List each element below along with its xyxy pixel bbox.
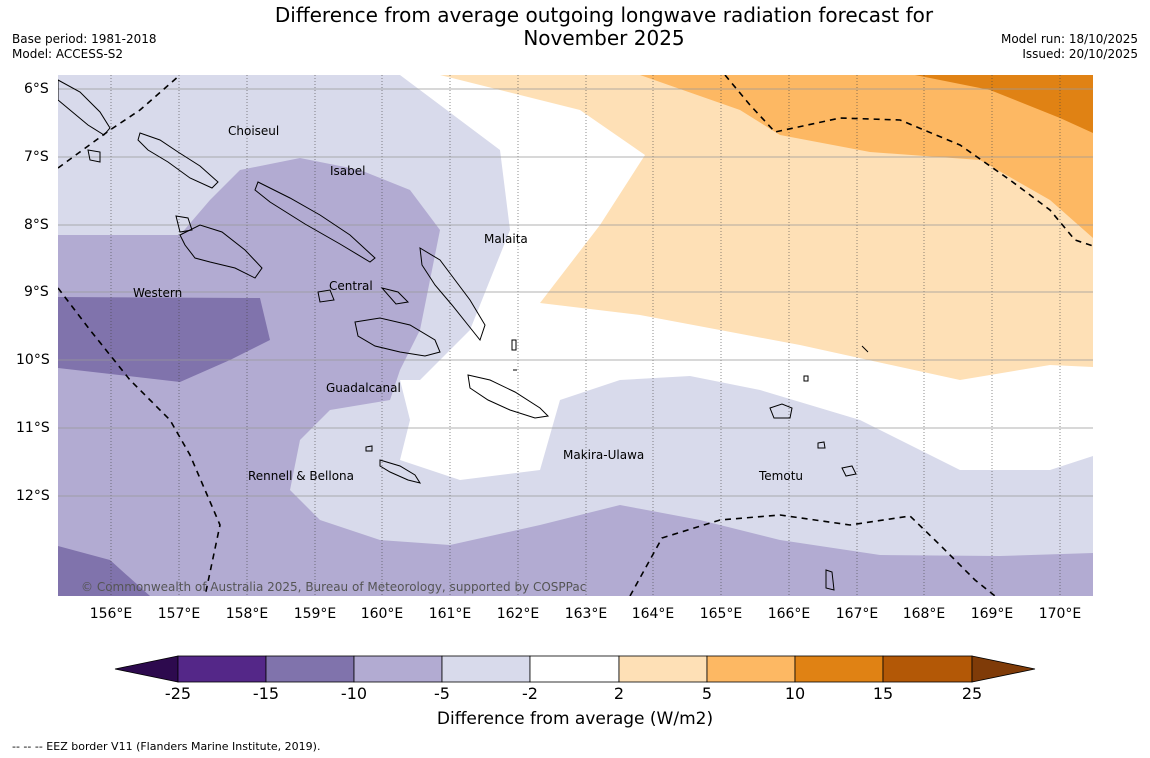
island-ontong [861, 345, 869, 353]
colorbar-swatch-6 [618, 655, 708, 683]
colorbar-tick-label: 25 [961, 684, 983, 703]
lat-label: 7°S [24, 149, 49, 165]
shade-light-purple [58, 158, 1093, 596]
island-tikopia [825, 569, 835, 591]
lon-label: 162°E [496, 606, 540, 622]
colorbar-tick-label: 2 [613, 684, 625, 703]
lon-label: 165°E [699, 606, 743, 622]
lon-label: 168°E [902, 606, 946, 622]
shade-orange [640, 75, 1093, 238]
island-central [317, 289, 335, 303]
place-label-choiseul: Choiseul [228, 124, 280, 138]
island-santa-cruz [769, 403, 793, 419]
chart-title: Difference from average outgoing longwav… [0, 4, 1150, 50]
lon-label: 158°E [225, 606, 269, 622]
place-label-rennell-bellona: Rennell & Bellona [248, 469, 355, 483]
island-russell [380, 287, 410, 305]
lon-label: 161°E [428, 606, 472, 622]
meta-right: Model run: 18/10/2025 Issued: 20/10/2025 [1001, 32, 1138, 62]
meta-left: Base period: 1981-2018 Model: ACCESS-S2 [12, 32, 157, 62]
colorbar-tick-label: 15 [872, 684, 894, 703]
island-shortland [87, 149, 101, 163]
lon-label: 170°E [1038, 606, 1082, 622]
lat-label: 9°S [24, 284, 49, 300]
island-choiseul [137, 132, 219, 189]
colorbar-tick-label: -2 [522, 684, 538, 703]
colorbar-tick-label: -5 [434, 684, 450, 703]
island-malaita [419, 247, 486, 342]
island-sikaiana [511, 339, 517, 351]
island-bellona [365, 445, 373, 452]
colorbar-tick-label: -25 [164, 684, 192, 703]
lat-label: 10°S [16, 352, 50, 368]
colorbar-swatch-10 [971, 655, 1036, 683]
place-label-western: Western [133, 286, 183, 300]
colorbar-swatch-5 [529, 655, 620, 683]
lon-label: 157°E [157, 606, 201, 622]
colorbar [114, 655, 1036, 683]
colorbar-tick-label: -15 [252, 684, 280, 703]
island-rennell [379, 459, 422, 484]
shade-dark-orange [915, 75, 1093, 133]
title-line-2: November 2025 [523, 26, 685, 50]
colorbar-swatch-3 [353, 655, 443, 683]
lon-label: 169°E [970, 606, 1014, 622]
place-label-makira-ulawa: Makira-Ulawa [563, 448, 645, 462]
place-label-guadalcanal: Guadalcanal [326, 381, 401, 395]
colorbar-tick-label: 5 [701, 684, 713, 703]
lat-label: 11°S [16, 420, 50, 436]
lon-label: 166°E [767, 606, 811, 622]
colorbar-swatch-2 [265, 655, 355, 683]
island-new-georgia [179, 224, 263, 279]
colorbar-swatch-0 [114, 655, 179, 683]
island-utupua [817, 441, 826, 449]
island-vella [175, 215, 193, 233]
lon-label: 156°E [89, 606, 133, 622]
island-bougainville-tip [58, 79, 111, 136]
lon-label: 163°E [564, 606, 608, 622]
island-isabel [254, 181, 376, 263]
island-vanikoro [841, 465, 857, 477]
colorbar-title: Difference from average (W/m2) [436, 709, 714, 729]
colorbar-swatch-7 [706, 655, 796, 683]
place-label-malaita: Malaita [484, 232, 528, 246]
colorbar-swatch-9 [882, 655, 973, 683]
eez-border [58, 75, 1093, 596]
place-label-central: Central [329, 279, 373, 293]
island-makira [467, 374, 550, 419]
model-name: Model: ACCESS-S2 [12, 47, 124, 61]
lat-label: 12°S [16, 488, 50, 504]
model-run: Model run: 18/10/2025 [1000, 32, 1138, 46]
lat-label: 8°S [24, 217, 49, 233]
title-line-1: Difference from average outgoing longwav… [274, 3, 934, 27]
colorbar-swatch-8 [794, 655, 884, 683]
colorbar-swatch-1 [177, 655, 267, 683]
issue-date: Issued: 20/10/2025 [1022, 47, 1138, 61]
island-reef [803, 375, 809, 382]
colorbar-tick-label: -10 [340, 684, 368, 703]
colorbar-swatch-4 [441, 655, 531, 683]
lat-label: 6°S [24, 81, 49, 97]
eez-legend-note: -- -- -- EEZ border V11 (Flanders Marine… [12, 740, 321, 753]
place-label-temotu: Temotu [759, 469, 804, 483]
lon-label: 164°E [631, 606, 675, 622]
islands [58, 79, 869, 591]
place-label-isabel: Isabel [330, 164, 366, 178]
colorbar-tick-label: 10 [784, 684, 806, 703]
base-period: Base period: 1981-2018 [12, 32, 157, 46]
island-guadalcanal [354, 317, 441, 357]
lon-label: 167°E [835, 606, 879, 622]
copyright-notice: © Commonwealth of Australia 2025, Bureau… [81, 580, 587, 594]
latitude-gridlines [58, 88, 1093, 497]
lon-label: 160°E [360, 606, 404, 622]
shade-mid-purple-sw [58, 546, 150, 596]
lon-label: 159°E [293, 606, 337, 622]
